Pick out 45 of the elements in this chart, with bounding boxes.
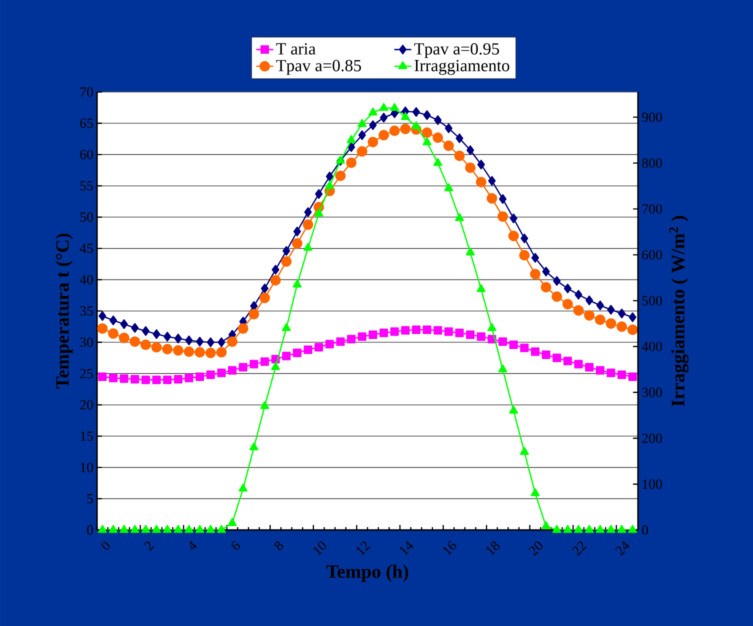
x-tick-label: 20 [528, 542, 543, 556]
y-tick-label: 40 [80, 274, 93, 284]
y-tick-label: 70 [80, 87, 93, 97]
x-tick-label: 2 [144, 542, 154, 551]
y2-tick-label: 100 [642, 479, 662, 489]
y-tick-label: 10 [80, 462, 93, 472]
y-tick-label: 50 [80, 212, 93, 222]
y-tick-label: 5 [87, 494, 93, 504]
x-tick-label: 22 [572, 542, 587, 556]
x-tick-label: 12 [356, 542, 370, 556]
x-tick-label: 8 [274, 541, 284, 550]
y-tick-label: 15 [80, 431, 93, 441]
x-tick-label: 10 [313, 542, 326, 556]
y-axis-title: Temperatura t (°C) [56, 234, 73, 389]
y2-tick-label: 300 [642, 388, 662, 398]
x-tick-label: 6 [232, 540, 240, 550]
y2-tick-label: 500 [642, 296, 662, 306]
y2-tick-label: 200 [642, 434, 662, 443]
y-tick-label: 35 [80, 306, 93, 316]
x-tick-label: 4 [190, 540, 197, 550]
y-tick-label: 0 [87, 525, 93, 535]
x-tick-label: 14 [400, 540, 414, 556]
x-tick-label: 24 [615, 540, 630, 556]
legend-label: Irraggiamento [414, 60, 510, 75]
x-tick-label: 16 [443, 540, 456, 556]
y-tick-label: 55 [80, 181, 93, 190]
y-tick-label: 25 [80, 368, 93, 378]
y2-tick-label: 600 [642, 250, 662, 260]
y2-tick-label: 900 [642, 112, 662, 122]
x-tick-label: 0 [102, 542, 110, 550]
y2-tick-label: 400 [642, 342, 662, 352]
y-tick-label: 30 [80, 338, 93, 347]
legend-label: T aria [276, 43, 316, 55]
y-tick-label: 20 [80, 400, 93, 410]
y2-tick-label: 800 [642, 158, 662, 168]
x-axis-title: Tempo (h) [326, 564, 408, 582]
legend-label: Tpav a=0.95 [414, 43, 500, 58]
y2-tick-label: 0 [642, 525, 648, 535]
legend-label: Tpav a=0.85 [276, 60, 361, 75]
y2-tick-label: 700 [642, 204, 662, 214]
y-tick-label: 65 [80, 118, 93, 128]
y-tick-label: 60 [80, 150, 93, 160]
y2-axis-title: Irraggiamento ( W/m$^{2}$ ) [669, 216, 688, 406]
x-tick-label: 18 [486, 541, 500, 556]
y-tick-label: 45 [80, 244, 93, 254]
